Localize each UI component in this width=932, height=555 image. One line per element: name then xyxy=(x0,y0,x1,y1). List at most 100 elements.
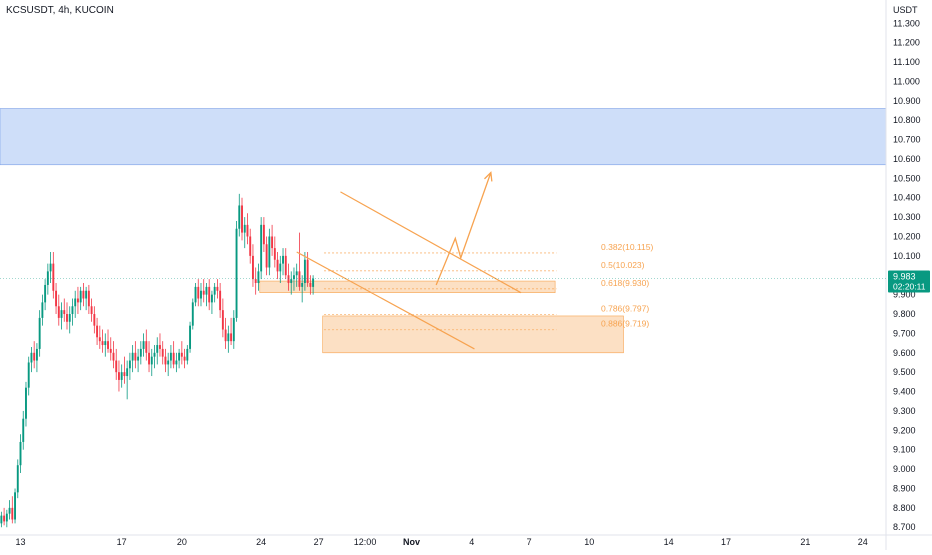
candle-body[interactable] xyxy=(126,368,129,377)
candle-body[interactable] xyxy=(205,286,208,295)
candle-body[interactable] xyxy=(202,290,205,295)
candle-body[interactable] xyxy=(52,263,55,291)
candle-body[interactable] xyxy=(178,352,181,361)
candle-body[interactable] xyxy=(63,310,66,315)
candle-body[interactable] xyxy=(189,325,192,349)
candle-body[interactable] xyxy=(96,325,99,338)
candle-body[interactable] xyxy=(251,255,254,280)
candle-body[interactable] xyxy=(309,283,312,287)
candle-body[interactable] xyxy=(268,236,271,268)
projection-path[interactable] xyxy=(435,172,492,286)
candle-body[interactable] xyxy=(142,341,145,349)
candle-body[interactable] xyxy=(208,286,211,303)
candle-body[interactable] xyxy=(159,345,161,349)
candle-body[interactable] xyxy=(191,302,194,326)
candle-body[interactable] xyxy=(71,306,74,315)
candle-body[interactable] xyxy=(25,387,27,419)
candle-body[interactable] xyxy=(3,515,6,522)
candle-body[interactable] xyxy=(262,224,265,245)
candle-body[interactable] xyxy=(180,352,183,357)
candle-body[interactable] xyxy=(57,306,60,318)
candle-body[interactable] xyxy=(249,236,252,256)
candle-body[interactable] xyxy=(5,513,8,522)
candle-body[interactable] xyxy=(197,286,200,299)
candle-body[interactable] xyxy=(137,356,140,361)
candle-body[interactable] xyxy=(41,302,44,318)
candle-body[interactable] xyxy=(101,341,104,346)
fib-618-zone[interactable] xyxy=(259,280,556,293)
candle-body[interactable] xyxy=(161,348,164,357)
candle-body[interactable] xyxy=(8,507,11,514)
candle-body[interactable] xyxy=(44,284,47,303)
candle-body[interactable] xyxy=(98,337,101,342)
candle-body[interactable] xyxy=(200,290,202,299)
candle-body[interactable] xyxy=(169,352,172,361)
candle-body[interactable] xyxy=(128,360,131,369)
candle-body[interactable] xyxy=(167,360,170,365)
candle-body[interactable] xyxy=(183,356,186,361)
candle-body[interactable] xyxy=(76,298,79,303)
candle-body[interactable] xyxy=(66,314,68,322)
candle-body[interactable] xyxy=(276,259,279,272)
candle-body[interactable] xyxy=(224,329,227,342)
candle-body[interactable] xyxy=(172,352,175,365)
candle-body[interactable] xyxy=(260,224,263,272)
candle-body[interactable] xyxy=(246,224,249,237)
candle-body[interactable] xyxy=(134,352,137,361)
candle-body[interactable] xyxy=(87,290,90,307)
candle-body[interactable] xyxy=(230,333,233,342)
candle-body[interactable] xyxy=(290,279,293,284)
candle-body[interactable] xyxy=(153,352,156,357)
candle-body[interactable] xyxy=(82,290,85,299)
candle-body[interactable] xyxy=(49,263,52,272)
candle-body[interactable] xyxy=(74,298,77,307)
candle-body[interactable] xyxy=(11,507,14,520)
candle-body[interactable] xyxy=(55,290,58,307)
candle-body[interactable] xyxy=(293,275,295,280)
candle-body[interactable] xyxy=(279,263,282,272)
candle-body[interactable] xyxy=(232,317,235,342)
candle-body[interactable] xyxy=(271,236,274,249)
candle-body[interactable] xyxy=(219,290,222,311)
candle-body[interactable] xyxy=(282,255,284,264)
candle-body[interactable] xyxy=(115,360,118,373)
channel-lower-line[interactable] xyxy=(296,251,475,350)
candle-body[interactable] xyxy=(235,228,238,318)
candle-body[interactable] xyxy=(156,345,159,353)
candle-body[interactable] xyxy=(123,372,126,377)
candle-body[interactable] xyxy=(216,286,219,291)
candle-body[interactable] xyxy=(35,348,38,361)
candle-body[interactable] xyxy=(85,290,88,299)
candle-body[interactable] xyxy=(295,271,298,276)
candle-body[interactable] xyxy=(60,310,63,318)
candle-body[interactable] xyxy=(303,259,306,284)
candle-body[interactable] xyxy=(14,492,16,520)
candle-body[interactable] xyxy=(30,352,33,363)
candle-body[interactable] xyxy=(298,271,301,287)
candle-body[interactable] xyxy=(301,283,304,287)
candle-body[interactable] xyxy=(164,356,167,365)
candle-body[interactable] xyxy=(243,224,246,233)
candle-body[interactable] xyxy=(131,352,134,361)
candle-body[interactable] xyxy=(139,348,142,357)
candle-body[interactable] xyxy=(109,348,112,353)
candle-body[interactable] xyxy=(213,286,216,295)
candle-body[interactable] xyxy=(68,314,71,322)
candle-body[interactable] xyxy=(112,352,115,361)
candle-body[interactable] xyxy=(0,515,3,524)
candle-body[interactable] xyxy=(175,360,178,365)
candle-body[interactable] xyxy=(120,372,123,380)
candle-body[interactable] xyxy=(284,255,287,276)
candle-body[interactable] xyxy=(22,418,25,442)
candle-body[interactable] xyxy=(33,352,36,361)
candle-body[interactable] xyxy=(150,356,153,365)
candle-body[interactable] xyxy=(27,362,30,388)
candle-body[interactable] xyxy=(19,441,22,466)
candle-body[interactable] xyxy=(107,341,109,349)
resistance-zone[interactable] xyxy=(0,108,887,166)
channel-upper-line[interactable] xyxy=(340,191,522,294)
candle-body[interactable] xyxy=(38,317,41,349)
candle-body[interactable] xyxy=(273,248,276,260)
